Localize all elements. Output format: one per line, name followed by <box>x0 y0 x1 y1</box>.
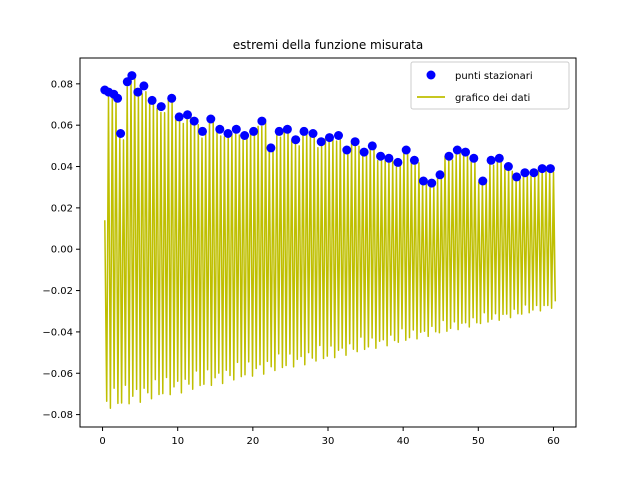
stationary-point <box>393 157 403 167</box>
stationary-point <box>494 153 504 163</box>
stationary-point <box>469 153 479 163</box>
legend: punti stazionari grafico dei dati <box>410 61 570 110</box>
stationary-point <box>444 151 454 161</box>
stationary-point <box>127 71 137 81</box>
y-tick-label: −0.02 <box>42 286 73 297</box>
stationary-point <box>409 155 419 165</box>
stationary-point <box>156 102 166 112</box>
stationary-point <box>113 93 123 103</box>
stationary-point <box>206 114 216 124</box>
stationary-point <box>427 178 437 188</box>
stationary-point <box>503 162 513 171</box>
stationary-point <box>452 145 462 155</box>
stationary-point <box>325 133 334 143</box>
stationary-point <box>167 93 177 103</box>
stationary-point <box>367 141 377 151</box>
legend-label-grafico-dei-dati: grafico dei dati <box>455 93 530 104</box>
plot-area <box>100 71 557 410</box>
stationary-point <box>240 131 250 140</box>
stationary-point <box>512 172 522 182</box>
stationary-point <box>183 110 192 120</box>
stationary-point <box>133 87 143 97</box>
stationary-point <box>486 155 496 165</box>
stationary-point <box>231 124 241 134</box>
stationary-point <box>545 164 555 174</box>
y-tick-label: −0.06 <box>42 369 73 380</box>
y-tick-label: 0.06 <box>51 121 73 132</box>
stationary-point <box>401 145 411 155</box>
stationary-point <box>334 131 343 140</box>
y-tick-label: 0.08 <box>51 79 73 90</box>
stationary-point <box>376 151 386 161</box>
stationary-point <box>282 124 292 134</box>
x-tick-label: 30 <box>322 436 335 447</box>
stationary-point <box>189 116 199 126</box>
y-tick-label: −0.04 <box>42 327 73 338</box>
y-tick-label: 0.02 <box>51 203 73 214</box>
stationary-point <box>461 147 470 157</box>
stationary-point <box>249 126 259 136</box>
legend-marker-punti-stazionari <box>426 70 436 80</box>
x-tick-label: 0 <box>99 436 105 447</box>
data-line-grafico-dei-dati <box>104 74 557 410</box>
stationary-point <box>274 126 284 136</box>
stationary-point <box>308 129 318 138</box>
x-tick-label: 10 <box>171 436 184 447</box>
stationary-point <box>198 126 207 136</box>
stationary-point <box>147 95 157 105</box>
x-tick-label: 20 <box>246 436 259 447</box>
stationary-point <box>139 81 149 91</box>
stationary-point <box>537 164 547 174</box>
stationary-point <box>435 170 445 180</box>
y-tick-label: 0.00 <box>51 245 73 256</box>
stationary-point <box>350 137 360 147</box>
x-tick-label: 60 <box>547 436 560 447</box>
stationary-point <box>478 176 488 186</box>
stationary-point <box>316 137 326 147</box>
stationary-point <box>342 145 352 155</box>
y-tick-label: 0.04 <box>51 162 73 173</box>
stationary-point <box>291 135 301 145</box>
stationary-point <box>529 168 539 178</box>
legend-label-punti-stazionari: punti stazionari <box>455 71 533 82</box>
stationary-point <box>359 147 369 157</box>
axes: 0 10 20 30 40 50 60 −0.08 −0.06 −0.04 −0.02 0.00 0.0… <box>42 57 577 447</box>
stationary-point <box>122 77 132 87</box>
stationary-point <box>266 143 276 153</box>
stationary-point <box>520 168 530 178</box>
x-tick-label: 40 <box>397 436 410 447</box>
stationary-point <box>384 153 394 163</box>
stationary-point <box>116 129 126 138</box>
stationary-point <box>223 129 233 138</box>
stationary-point <box>299 126 309 136</box>
y-tick-label: −0.08 <box>42 410 73 421</box>
stationary-point <box>174 112 184 122</box>
x-tick-label: 50 <box>472 436 485 447</box>
stationary-point <box>257 116 267 126</box>
legend-frame <box>410 61 570 110</box>
chart-title: estremi della funzione misurata <box>233 38 424 52</box>
stationary-point <box>418 176 428 186</box>
stationary-point <box>215 124 225 134</box>
